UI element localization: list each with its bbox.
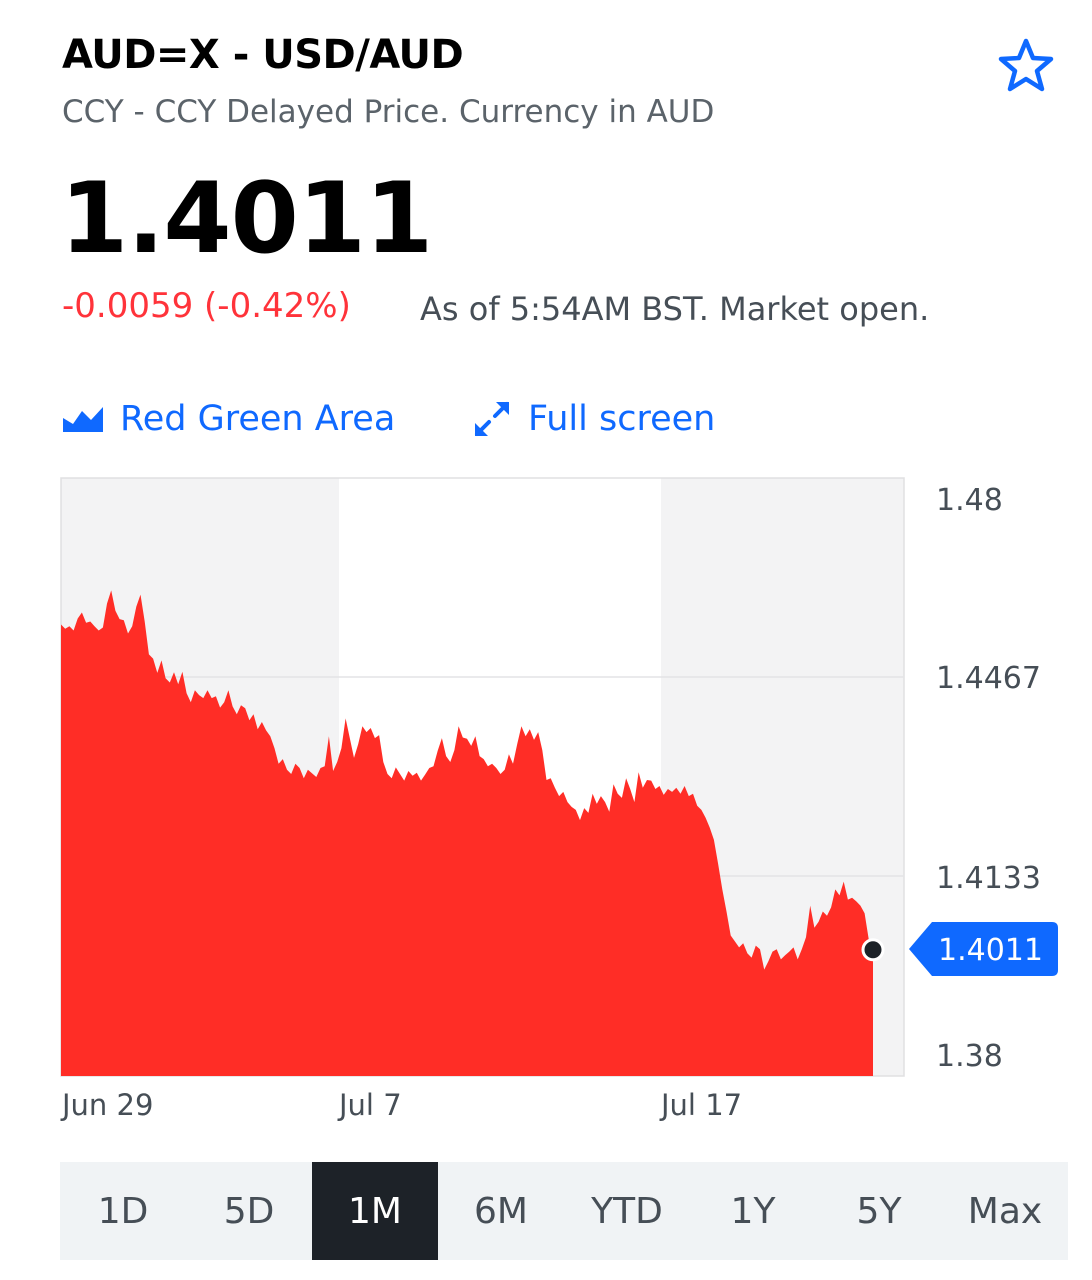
price-chart[interactable]: 1.48 1.4467 1.4133 1.38 1.4011 Jun 29 Ju… <box>0 460 1092 1140</box>
y-tick-label: 1.4467 <box>936 661 1041 696</box>
chart-type-label: Red Green Area <box>120 399 396 439</box>
range-6m-button[interactable]: 6M <box>474 1190 528 1232</box>
current-price: 1.4011 <box>60 162 433 276</box>
fullscreen-label: Full screen <box>528 399 716 439</box>
page-title: AUD=X - USD/AUD <box>62 32 464 78</box>
range-1m-button[interactable]: 1M <box>312 1162 438 1260</box>
last-price-dot <box>861 938 885 962</box>
x-tick-label: Jul 17 <box>659 1088 742 1122</box>
price-change: -0.0059 (-0.42%) <box>62 286 351 326</box>
x-tick-label: Jul 7 <box>337 1088 402 1122</box>
y-tick-label: 1.48 <box>936 483 1003 518</box>
x-tick-label: Jun 29 <box>60 1088 153 1122</box>
range-1d-button[interactable]: 1D <box>97 1190 149 1232</box>
range-selector: 1D 5D 1M 6M YTD 1Y 5Y Max <box>60 1162 1068 1260</box>
range-ytd-button[interactable]: YTD <box>591 1190 663 1232</box>
price-area <box>61 590 873 1076</box>
fullscreen-button[interactable]: Full screen <box>472 396 715 442</box>
y-tick-label: 1.4133 <box>936 861 1041 896</box>
price-tag-label: 1.4011 <box>938 933 1043 968</box>
range-5y-button[interactable]: 5Y <box>856 1190 902 1232</box>
market-status: As of 5:54AM BST. Market open. <box>420 290 930 328</box>
chart-type-button[interactable]: Red Green Area <box>62 396 395 442</box>
y-tick-label: 1.38 <box>936 1039 1003 1074</box>
price-tag-shape <box>909 922 1058 976</box>
range-1y-button[interactable]: 1Y <box>730 1190 776 1232</box>
expand-arrows-icon <box>475 402 509 436</box>
range-max-button[interactable]: Max <box>967 1190 1043 1232</box>
quote-subtitle: CCY - CCY Delayed Price. Currency in AUD <box>62 94 715 130</box>
star-outline-icon[interactable] <box>996 36 1056 96</box>
area-chart-icon <box>63 407 103 432</box>
last-price-tag: 1.4011 <box>909 922 1058 976</box>
range-5d-button[interactable]: 5D <box>223 1190 275 1232</box>
